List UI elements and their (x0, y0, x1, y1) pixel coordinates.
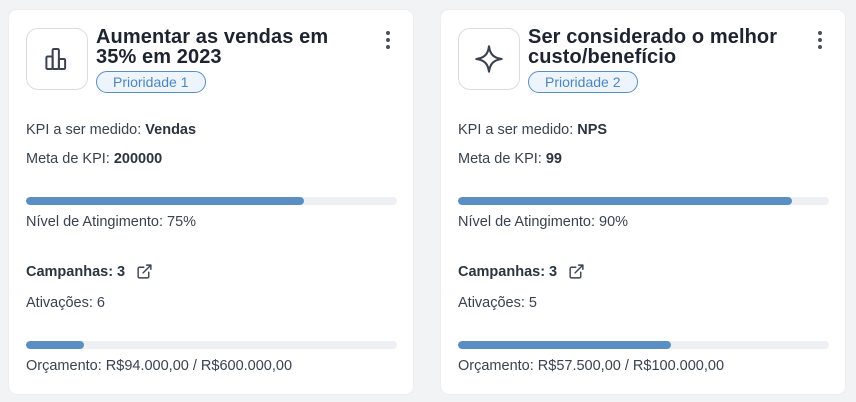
kpi-label: KPI a ser medido: (26, 122, 146, 138)
kpi-target-line: Meta de KPI: 200000 (26, 151, 162, 167)
kpi-value: Vendas (145, 122, 197, 138)
activations-count: Ativações: 6 (26, 295, 105, 311)
objective-title: Aumentar as vendas em 35% em 2023 (96, 26, 329, 68)
campaigns-count: Campanhas: 3 (26, 263, 126, 280)
objective-card: Aumentar as vendas em 35% em 2023 Priori… (9, 10, 413, 394)
kpi-target-value: 99 (545, 151, 562, 167)
objective-title: Ser considerado o melhor custo/benefício (528, 26, 778, 68)
campaigns-line: Campanhas: 3 (26, 263, 153, 280)
more-options-button[interactable] (381, 30, 395, 50)
budget-progress-bar (26, 341, 397, 349)
kpi-target-label: Meta de KPI: (26, 151, 114, 167)
objective-icon-box (458, 28, 520, 90)
budget-text: Orçamento: R$94.000,00 / R$600.000,00 (26, 358, 293, 374)
objective-icon-box (26, 28, 88, 90)
kebab-dot-icon (386, 38, 390, 42)
budget-progress-fill (458, 341, 672, 349)
kpi-target-line: Meta de KPI: 99 (458, 151, 562, 167)
kebab-dot-icon (818, 31, 822, 35)
campaigns-count: Campanhas: 3 (458, 263, 558, 280)
kebab-dot-icon (818, 38, 822, 42)
more-options-button[interactable] (813, 30, 827, 50)
kpi-label: KPI a ser medido: (458, 122, 578, 138)
external-link-icon[interactable] (568, 263, 585, 280)
kebab-dot-icon (386, 31, 390, 35)
kebab-dot-icon (386, 45, 390, 49)
kpi-line: KPI a ser medido: Vendas (26, 122, 196, 138)
activations-count: Ativações: 5 (458, 295, 537, 311)
priority-badge: Prioridade 1 (96, 71, 206, 93)
budget-text: Orçamento: R$57.500,00 / R$100.000,00 (458, 358, 725, 374)
achievement-progress-bar (458, 197, 829, 205)
achievement-progress-bar (26, 197, 397, 205)
kpi-target-label: Meta de KPI: (458, 151, 546, 167)
achievement-level: Nível de Atingimento: 90% (458, 214, 629, 230)
objective-card: Ser considerado o melhor custo/benefício… (441, 10, 845, 394)
budget-progress-fill (26, 341, 85, 349)
campaigns-line: Campanhas: 3 (458, 263, 585, 280)
achievement-level: Nível de Atingimento: 75% (26, 214, 197, 230)
achievement-progress-fill (26, 197, 305, 205)
kebab-dot-icon (818, 45, 822, 49)
achievement-progress-fill (458, 197, 792, 205)
kpi-line: KPI a ser medido: NPS (458, 122, 607, 138)
kpi-target-value: 200000 (113, 151, 163, 167)
bar-chart-icon (45, 48, 67, 70)
kpi-value: NPS (577, 122, 608, 138)
sparkle-icon (475, 45, 503, 73)
external-link-icon[interactable] (136, 263, 153, 280)
budget-progress-bar (458, 341, 829, 349)
priority-badge: Prioridade 2 (528, 71, 638, 93)
